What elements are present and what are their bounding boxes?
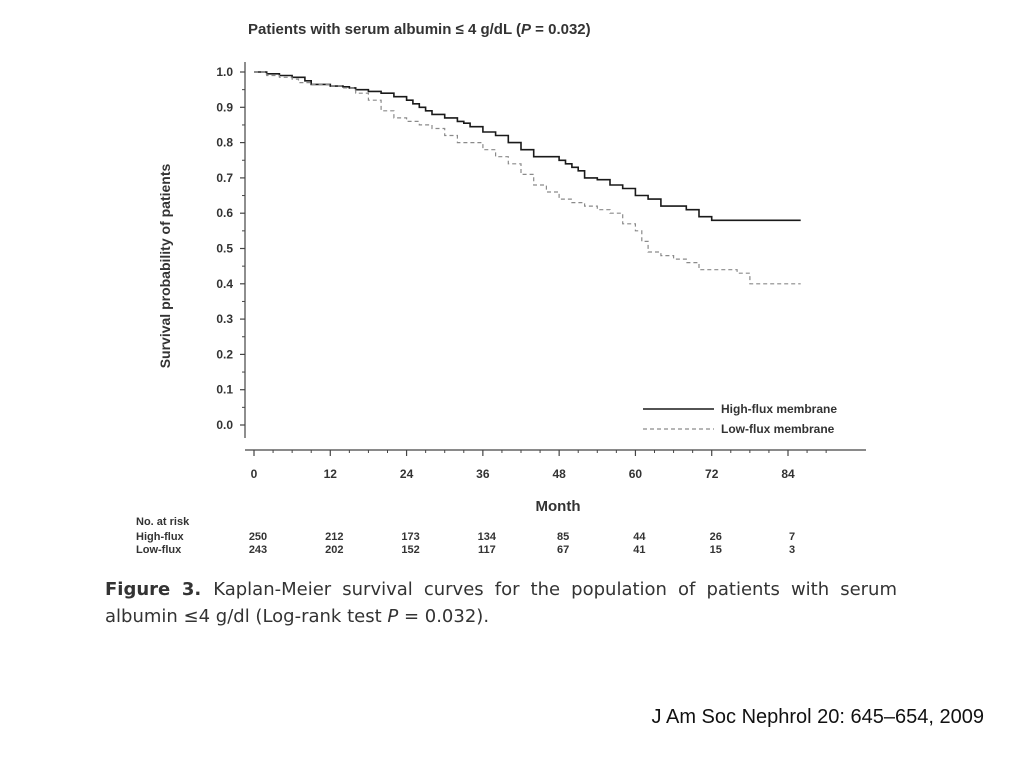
legend: High-flux membrane Low-flux membrane [643, 402, 837, 436]
y-axis-label: Survival probability of patients [157, 163, 173, 368]
chart-title-main: Patients with serum albumin ≤ 4 g/dL ( [248, 21, 521, 38]
risk-value: 15 [710, 544, 722, 556]
chart-title: Patients with serum albumin ≤ 4 g/dL (P … [248, 21, 591, 38]
risk-value: 67 [557, 544, 569, 556]
risk-row-label: Low-flux [136, 544, 182, 556]
y-tick-label: 0.1 [216, 383, 233, 397]
kaplan-meier-chart: Patients with serum albumin ≤ 4 g/dL (P … [136, 21, 866, 556]
risk-value: 152 [401, 544, 419, 556]
risk-value: 26 [710, 531, 722, 543]
series-line-low-flux [254, 71, 801, 285]
caption-text: Kaplan-Meier survival curves for the pop… [105, 579, 897, 627]
x-tick-label: 0 [251, 467, 258, 481]
series-line-high-flux [254, 71, 801, 222]
risk-table: No. at risk High-flux 250 212 173 134 85 44 26 7 L… [136, 516, 795, 556]
y-tick-label: 0.0 [216, 418, 233, 432]
x-tick-label: 84 [781, 467, 795, 481]
caption-p-letter: P [387, 606, 399, 627]
caption-p-value: = 0.032). [398, 606, 490, 627]
axes-ticks: 0.0 0.1 0.2 0.3 0.4 0.5 0.6 0.7 0.8 0.9 1.0 0 12 24 36… [216, 65, 827, 481]
risk-value: 85 [557, 531, 569, 543]
risk-value: 250 [249, 531, 267, 543]
x-tick-label: 72 [705, 467, 719, 481]
risk-value: 212 [325, 531, 343, 543]
y-tick-label: 0.2 [216, 347, 233, 361]
y-tick-label: 0.4 [216, 277, 233, 291]
figure-caption: Figure 3. Kaplan-Meier survival curves fo… [105, 576, 897, 630]
series-group [254, 71, 801, 285]
x-axis-label: Month [536, 498, 581, 515]
risk-value: 243 [249, 544, 267, 556]
x-tick-label: 24 [400, 467, 414, 481]
x-tick-label: 12 [324, 467, 338, 481]
figure-label: Figure 3. [105, 579, 202, 600]
risk-value: 134 [478, 531, 497, 543]
y-tick-label: 0.5 [216, 242, 233, 256]
risk-value: 44 [633, 531, 646, 543]
risk-value: 3 [789, 544, 795, 556]
citation: J Am Soc Nephrol 20: 645–654, 2009 [651, 706, 984, 728]
risk-value: 7 [789, 531, 795, 543]
risk-row-label: High-flux [136, 531, 185, 543]
chart-title-p: P [521, 21, 532, 38]
y-tick-label: 0.9 [216, 100, 233, 114]
risk-value: 202 [325, 544, 343, 556]
y-tick-label: 0.3 [216, 312, 233, 326]
x-tick-label: 36 [476, 467, 490, 481]
x-tick-label: 60 [629, 467, 643, 481]
y-tick-label: 0.6 [216, 206, 233, 220]
x-tick-label: 48 [552, 467, 566, 481]
y-tick-label: 1.0 [216, 65, 233, 79]
legend-label: High-flux membrane [721, 402, 837, 416]
legend-label: Low-flux membrane [721, 422, 835, 436]
risk-value: 173 [401, 531, 419, 543]
y-tick-label: 0.7 [216, 171, 233, 185]
y-tick-label: 0.8 [216, 136, 233, 150]
chart-title-p-value: = 0.032) [531, 21, 591, 38]
risk-table-header: No. at risk [136, 516, 190, 528]
risk-value: 41 [633, 544, 645, 556]
risk-value: 117 [478, 544, 496, 556]
